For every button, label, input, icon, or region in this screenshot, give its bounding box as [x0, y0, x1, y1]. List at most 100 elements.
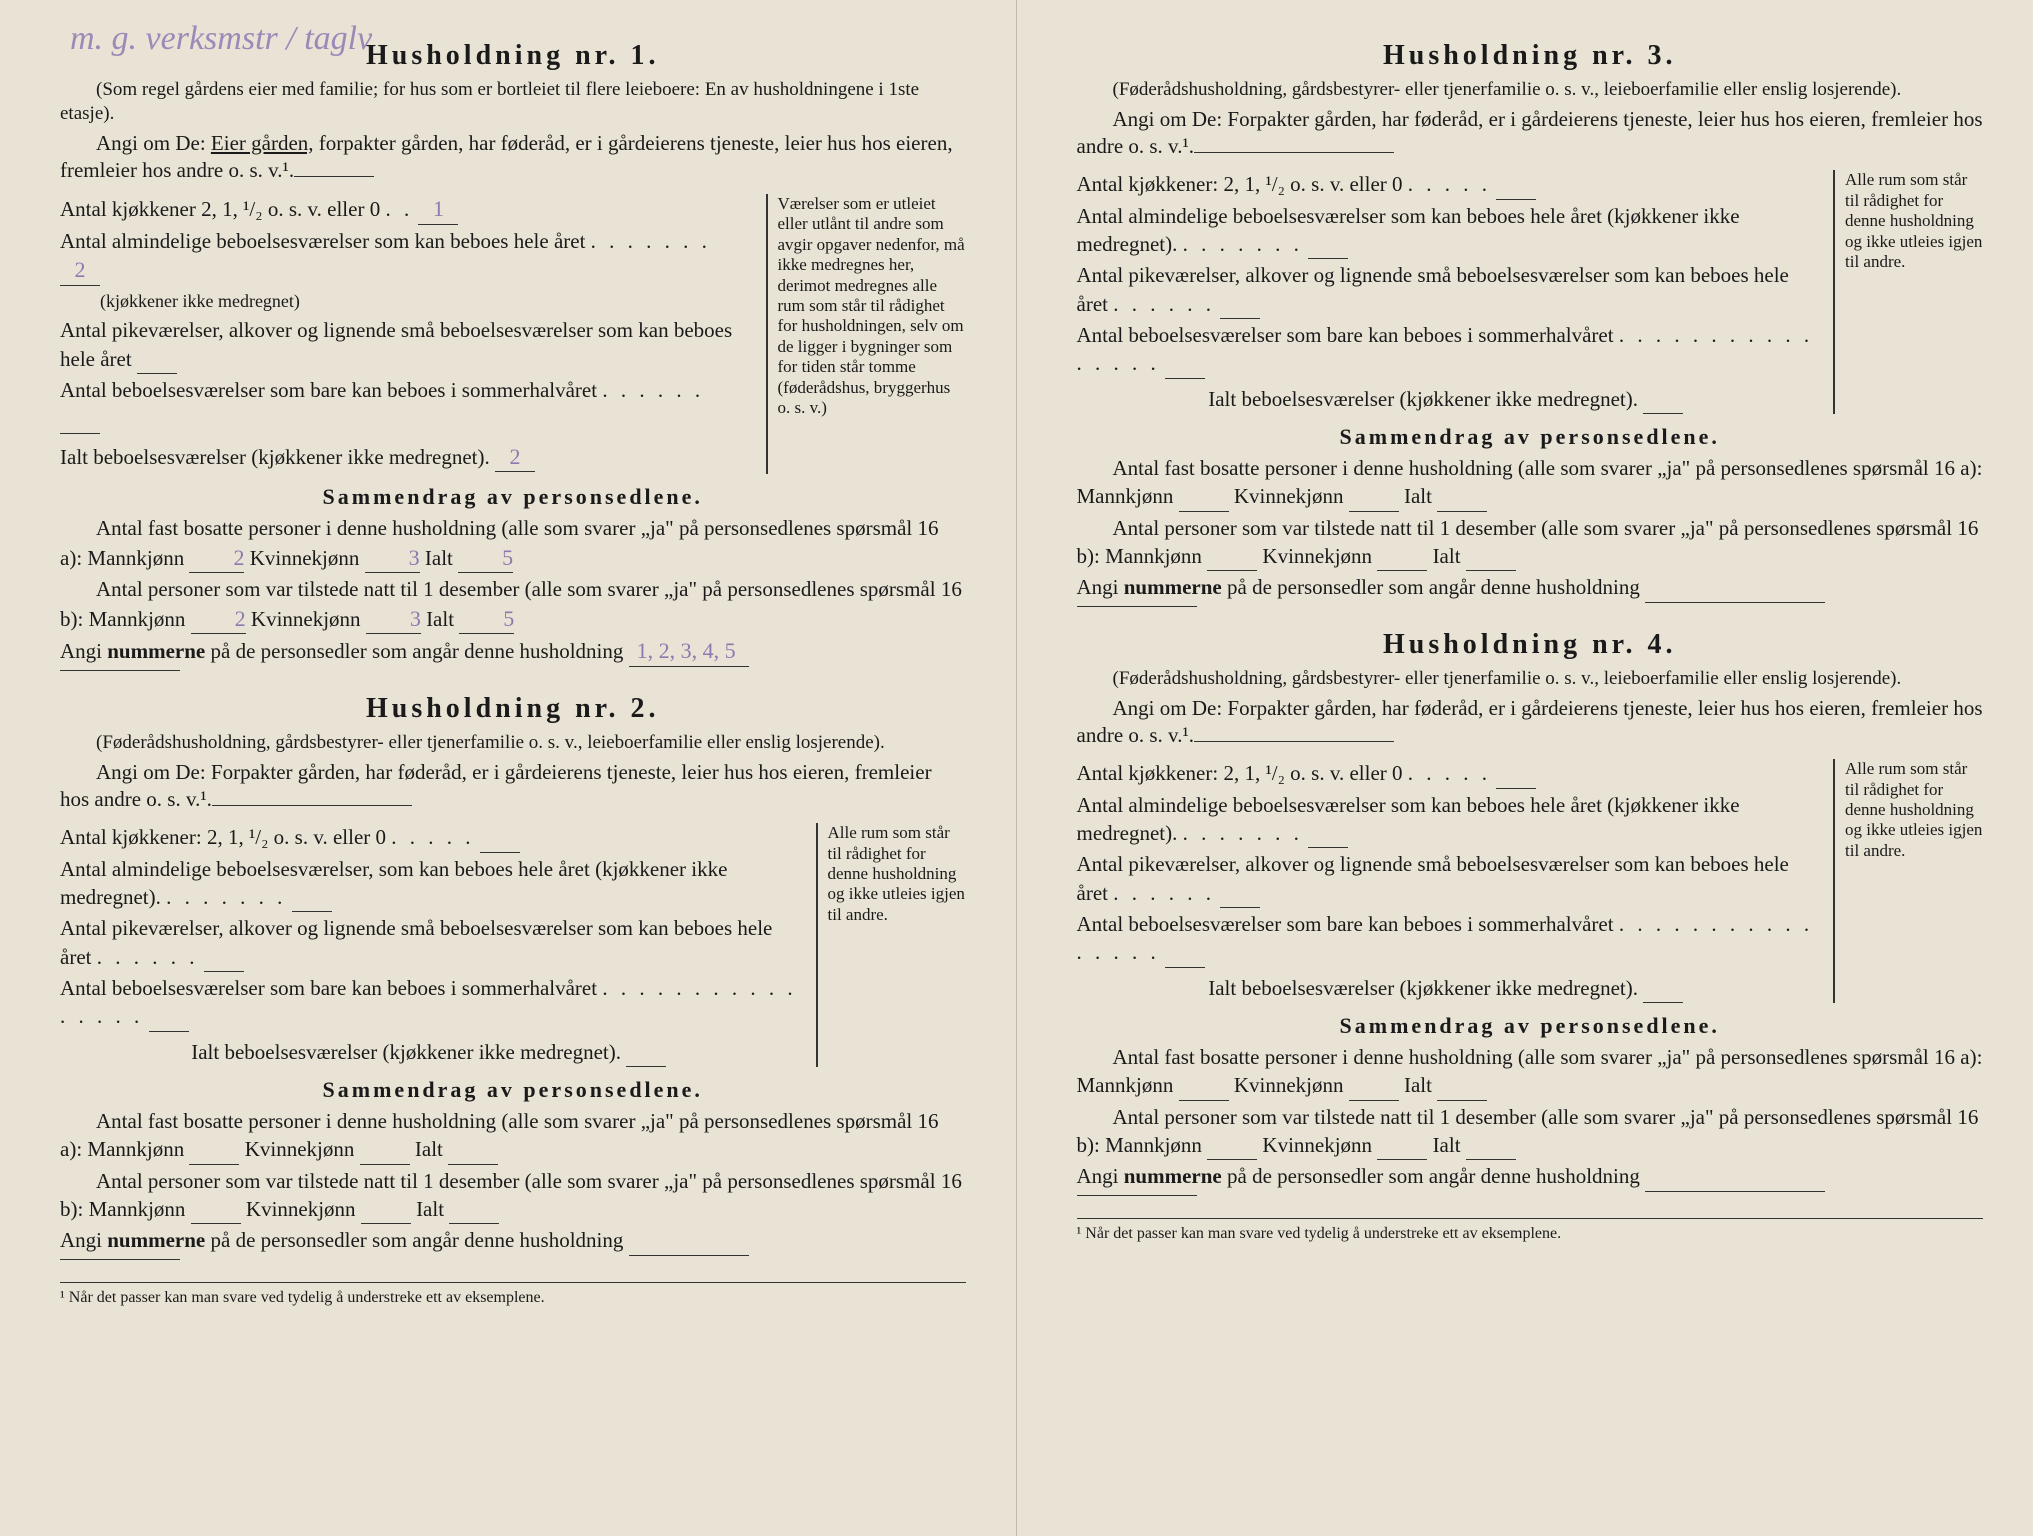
- q16b-k-label: Kvinnekjønn: [251, 607, 361, 631]
- q16b2-ialt: [449, 1195, 499, 1224]
- q16a-m: 2: [189, 543, 244, 574]
- q16a4-k: [1349, 1071, 1399, 1100]
- q16a4-m: [1179, 1071, 1229, 1100]
- summer2-value: [149, 1002, 189, 1031]
- q16a3-line: Antal fast bosatte personer i denne hush…: [1077, 454, 1984, 512]
- nummer2-rest: på de personsedler som angår denne husho…: [205, 1228, 623, 1252]
- household-1: Husholdning nr. 1. (Som regel gårdens ei…: [60, 40, 966, 671]
- footnote-text-left: ¹ Når det passer kan man svare ved tydel…: [60, 1289, 545, 1306]
- household-1-angi: Angi om De: Eier gården, forpakter gårde…: [60, 130, 966, 185]
- household-3-aside: Alle rum som står til rådighet for denne…: [1833, 170, 1983, 414]
- nummer4-bold: nummerne: [1124, 1164, 1222, 1188]
- nummer2-line: Angi nummerne på de personsedler som ang…: [60, 1226, 966, 1255]
- household-1-rooms: Antal kjøkkener 2, 1, ¹/₂ o. s. v. eller…: [60, 194, 966, 474]
- ordinary3-value: [1308, 230, 1348, 259]
- q16a3-ialt-label: Ialt: [1404, 484, 1432, 508]
- nummer3-label: Angi: [1077, 575, 1124, 599]
- q16a4-k-label: Kvinnekjønn: [1234, 1073, 1344, 1097]
- total4-value: [1643, 974, 1683, 1003]
- kitchens-label: Antal kjøkkener 2, 1, ¹/₂ o. s. v. eller…: [60, 197, 380, 221]
- nummer3-rule: [1077, 606, 1197, 607]
- total2-value: [626, 1038, 666, 1067]
- nummer-line: Angi nummerne på de personsedler som ang…: [60, 636, 966, 667]
- angi3-text: Angi om De: Forpakter gården, har føderå…: [1077, 107, 1983, 158]
- total2-label: Ialt beboelsesværelser (kjøkkener ikke m…: [191, 1040, 621, 1064]
- total3-label: Ialt beboelsesværelser (kjøkkener ikke m…: [1208, 387, 1638, 411]
- total4-label: Ialt beboelsesværelser (kjøkkener ikke m…: [1208, 976, 1638, 1000]
- household-2-summary-title: Sammendrag av personsedlene.: [60, 1077, 966, 1103]
- nummer2-bold: nummerne: [107, 1228, 205, 1252]
- summer4-value: [1165, 938, 1205, 967]
- household-3-intro: (Føderådshusholdning, gårdsbestyrer- ell…: [1077, 78, 1984, 102]
- nummer4-rest: på de personsedler som angår denne husho…: [1222, 1164, 1640, 1188]
- nummer-value: 1, 2, 3, 4, 5: [629, 636, 749, 667]
- q16b2-ialt-label: Ialt: [416, 1197, 444, 1221]
- room-list-2: Antal kjøkkener: 2, 1, ¹/₂ o. s. v. elle…: [60, 823, 798, 1067]
- kitchens2-label: Antal kjøkkener: 2, 1, ¹/₂ o. s. v. elle…: [60, 825, 386, 849]
- angi4-text: Angi om De: Forpakter gården, har føderå…: [1077, 696, 1983, 747]
- angi-prefix: Angi om De:: [96, 131, 211, 155]
- q16b4-k-label: Kvinnekjønn: [1262, 1133, 1372, 1157]
- nummer4-value: [1645, 1162, 1825, 1191]
- summer-label: Antal beboelsesværelser som bare kan be­…: [60, 378, 597, 402]
- nummer2-label: Angi: [60, 1228, 107, 1252]
- kitchens3-value: [1496, 170, 1536, 199]
- ordinary4-value: [1308, 819, 1348, 848]
- household-4-aside: Alle rum som står til rådighet for denne…: [1833, 759, 1983, 1003]
- q16b-ialt-label: Ialt: [426, 607, 454, 631]
- nummer4-line: Angi nummerne på de personsedler som ang…: [1077, 1162, 1984, 1191]
- q16a-k-label: Kvinnekjønn: [250, 546, 360, 570]
- room-list-3: Antal kjøkkener: 2, 1, ¹/₂ o. s. v. elle…: [1077, 170, 1816, 414]
- summer-value: [60, 404, 100, 433]
- q16b3-k: [1377, 542, 1427, 571]
- q16b4-ialt-label: Ialt: [1433, 1133, 1461, 1157]
- summer4-label: Antal beboelsesværelser som bare kan beb…: [1077, 912, 1614, 936]
- q16a3-k: [1349, 482, 1399, 511]
- q16a2-ialt: [448, 1135, 498, 1164]
- nummer4-rule: [1077, 1195, 1197, 1196]
- household-4: Husholdning nr. 4. (Føderådshusholdning,…: [1077, 629, 1984, 1196]
- ordinary-sub: (kjøkkener ikke medregnet): [60, 291, 300, 311]
- nummer-label: Angi: [60, 639, 107, 663]
- q16a4-ialt: [1437, 1071, 1487, 1100]
- q16a2-line: Antal fast bosatte personer i denne hush…: [60, 1107, 966, 1165]
- angi4-blank: [1194, 741, 1394, 742]
- kitchens3-label: Antal kjøkkener: 2, 1, ¹/₂ o. s. v. elle…: [1077, 172, 1403, 196]
- q16b3-line: Antal personer som var tilstede natt til…: [1077, 514, 1984, 572]
- ordinary-label: Antal almindelige beboelsesværelser som …: [60, 229, 585, 253]
- q16b4-m: [1207, 1131, 1257, 1160]
- footnote-right: ¹ Når det passer kan man svare ved tydel…: [1077, 1225, 1984, 1243]
- nummer-rule: [60, 670, 180, 671]
- nummer2-rule: [60, 1259, 180, 1260]
- household-4-title: Husholdning nr. 4.: [1077, 629, 1984, 661]
- q16a2-k-label: Kvinnekjønn: [245, 1137, 355, 1161]
- q16a4-ialt-label: Ialt: [1404, 1073, 1432, 1097]
- q16a2-k: [360, 1135, 410, 1164]
- q16b-k: 3: [366, 604, 421, 635]
- nummer3-value: [1645, 573, 1825, 602]
- q16b3-ialt: [1466, 542, 1516, 571]
- q16a3-ialt: [1437, 482, 1487, 511]
- right-page: Husholdning nr. 3. (Føderådshusholdning,…: [1017, 0, 2033, 1536]
- q16b4-line: Antal personer som var tilstede natt til…: [1077, 1103, 1984, 1161]
- q16a-k: 3: [365, 543, 420, 574]
- total-value: 2: [495, 442, 535, 473]
- ordinary-value: 2: [60, 255, 100, 286]
- kitchens4-label: Antal kjøkkener: 2, 1, ¹/₂ o. s. v. elle…: [1077, 761, 1403, 785]
- nummer3-line: Angi nummerne på de personsedler som ang…: [1077, 573, 1984, 602]
- q16a2-m: [189, 1135, 239, 1164]
- kitchens4-value: [1496, 759, 1536, 788]
- room-list-4: Antal kjøkkener: 2, 1, ¹/₂ o. s. v. elle…: [1077, 759, 1816, 1003]
- household-2-intro: (Føderådshusholdning, gårdsbestyrer- ell…: [60, 731, 966, 755]
- angi3-blank: [1194, 152, 1394, 153]
- angi2-text: Angi om De: Forpakter gården, har føderå…: [60, 760, 932, 811]
- summer2-label: Antal beboelsesværelser som bare kan beb…: [60, 976, 597, 1000]
- pencil-annotation: m. g. verksmstr / taglv: [70, 20, 372, 58]
- q16b-line: Antal personer som var tilstede natt til…: [60, 575, 966, 634]
- total3-value: [1643, 385, 1683, 414]
- q16a4-line: Antal fast bosatte personer i denne hush…: [1077, 1043, 1984, 1101]
- household-1-aside: Værelser som er utleiet eller utlånt til…: [766, 194, 966, 474]
- household-2-title: Husholdning nr. 2.: [60, 693, 966, 725]
- household-4-summary-title: Sammendrag av personsedlene.: [1077, 1013, 1984, 1039]
- q16b4-ialt: [1466, 1131, 1516, 1160]
